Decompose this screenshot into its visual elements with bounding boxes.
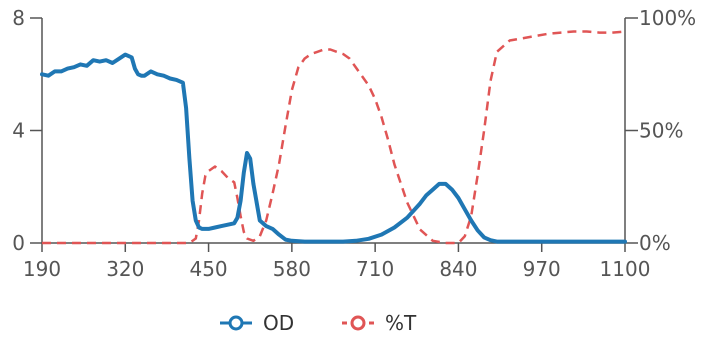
right-y-tick-label: 100%	[639, 6, 696, 30]
legend: OD %T	[220, 311, 417, 335]
legend-marker	[228, 315, 244, 331]
series-layer	[40, 30, 627, 245]
legend-label: %T	[385, 311, 417, 335]
left-y-tick-label: 0	[12, 231, 25, 255]
right-y-tick-label: 0%	[639, 231, 671, 255]
x-tick-label: 320	[106, 257, 144, 281]
x-tick-label: 840	[439, 257, 477, 281]
x-ticks: 190 320 450 580 710 840 970 1100	[23, 243, 651, 281]
right-y-tick-label: 50%	[639, 119, 683, 143]
x-tick-label: 190	[23, 257, 61, 281]
legend-label: OD	[263, 311, 294, 335]
left-y-tick-label: 8	[12, 6, 25, 30]
left-y-tick-label: 4	[12, 119, 25, 143]
right-y-ticks: 0% 50% 100%	[625, 6, 696, 255]
series-line-od	[40, 52, 627, 244]
x-tick-label: 1100	[600, 257, 651, 281]
x-tick-label: 970	[523, 257, 561, 281]
x-tick-label: 450	[189, 257, 227, 281]
x-tick-label: 710	[356, 257, 394, 281]
left-y-ticks: 0 4 8	[12, 6, 42, 255]
legend-marker	[350, 315, 366, 331]
series-line-percent-t	[42, 30, 626, 245]
x-tick-label: 580	[273, 257, 311, 281]
